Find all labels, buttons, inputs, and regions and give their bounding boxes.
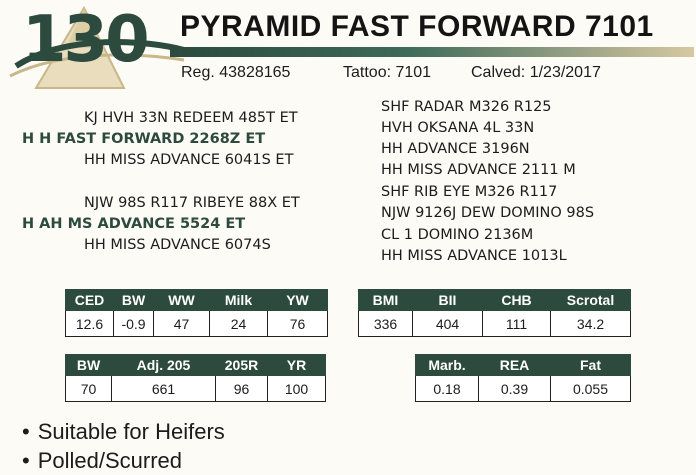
table-cell: 100 [267, 375, 326, 402]
table-cell: 76 [267, 310, 328, 337]
table-header: BW [65, 354, 112, 376]
carcass-table: Marb. REA Fat 0.18 0.39 0.055 [415, 354, 631, 402]
table-header: Fat [550, 354, 631, 376]
table-header: Marb. [415, 354, 479, 376]
pedigree-sire-dam: HH MISS ADVANCE 6041S ET [84, 152, 294, 168]
ancestor-item: HVH OKSANA 4L 33N [381, 120, 535, 136]
table-header: BW [113, 289, 154, 311]
feature-list: Suitable for Heifers Polled/Scurred [22, 417, 225, 475]
feature-item: Polled/Scurred [22, 446, 225, 475]
pedigree-sire: H H FAST FORWARD 2268Z ET [22, 131, 266, 147]
pedigree-dam: H AH MS ADVANCE 5524 ET [22, 216, 246, 232]
table-header: 205R [215, 354, 268, 376]
table-cell: 111 [482, 310, 551, 337]
title-underline [170, 47, 694, 57]
pyramid-logo-icon [9, 5, 185, 89]
table-cell: 336 [358, 310, 413, 337]
table-header: Milk [209, 289, 268, 311]
pedigree-dam-dam: HH MISS ADVANCE 6074S [84, 237, 271, 253]
table-header: Adj. 205 [111, 354, 216, 376]
table-cell: 0.18 [415, 375, 479, 402]
table-cell: 47 [153, 310, 210, 337]
ancestor-item: SHF RADAR M326 R125 [381, 99, 552, 115]
table-cell: 661 [111, 375, 216, 402]
lot-number: 130 [22, 3, 150, 77]
table-cell: 0.39 [478, 375, 551, 402]
pedigree-sire-sire: KJ HVH 33N REDEEM 485T ET [84, 110, 298, 126]
feature-item: Suitable for Heifers [22, 417, 225, 446]
table-header: CED [65, 289, 114, 311]
ancestor-item: CL 1 DOMINO 2136M [381, 227, 534, 243]
table-cell: 0.055 [550, 375, 631, 402]
table-header: YR [267, 354, 326, 376]
ancestor-item: HH MISS ADVANCE 2111 M [381, 162, 576, 178]
tattoo: Tattoo: 7101 [343, 64, 432, 81]
ancestor-item: HH MISS ADVANCE 1013L [381, 248, 567, 264]
table-cell: 404 [412, 310, 483, 337]
performance-table: BW Adj. 205 205R YR 70 661 96 100 [65, 354, 326, 402]
table-cell: 34.2 [550, 310, 631, 337]
table-cell: -0.9 [113, 310, 154, 337]
table-header: BII [412, 289, 483, 311]
ancestor-item: NJW 9126J DEW DOMINO 98S [381, 205, 595, 221]
index-table: BMI BII CHB Scrotal 336 404 111 34.2 [358, 289, 631, 337]
table-header: WW [153, 289, 210, 311]
table-header: YW [267, 289, 328, 311]
table-header: CHB [482, 289, 551, 311]
table-cell: 70 [65, 375, 112, 402]
ancestor-item: HH ADVANCE 3196N [381, 141, 530, 157]
table-header: Scrotal [550, 289, 631, 311]
ancestor-item: SHF RIB EYE M326 R117 [381, 184, 558, 200]
table-header: BMI [358, 289, 413, 311]
table-header: REA [478, 354, 551, 376]
animal-name: PYRAMID FAST FORWARD 7101 [180, 10, 654, 43]
table-cell: 12.6 [65, 310, 114, 337]
table-cell: 96 [215, 375, 268, 402]
epd-table: CED BW WW Milk YW 12.6 -0.9 47 24 76 [65, 289, 328, 337]
registration-number: Reg. 43828165 [181, 64, 291, 81]
calved-date: Calved: 1/23/2017 [471, 64, 601, 81]
table-cell: 24 [209, 310, 268, 337]
pedigree-dam-sire: NJW 98S R117 RIBEYE 88X ET [84, 195, 300, 211]
